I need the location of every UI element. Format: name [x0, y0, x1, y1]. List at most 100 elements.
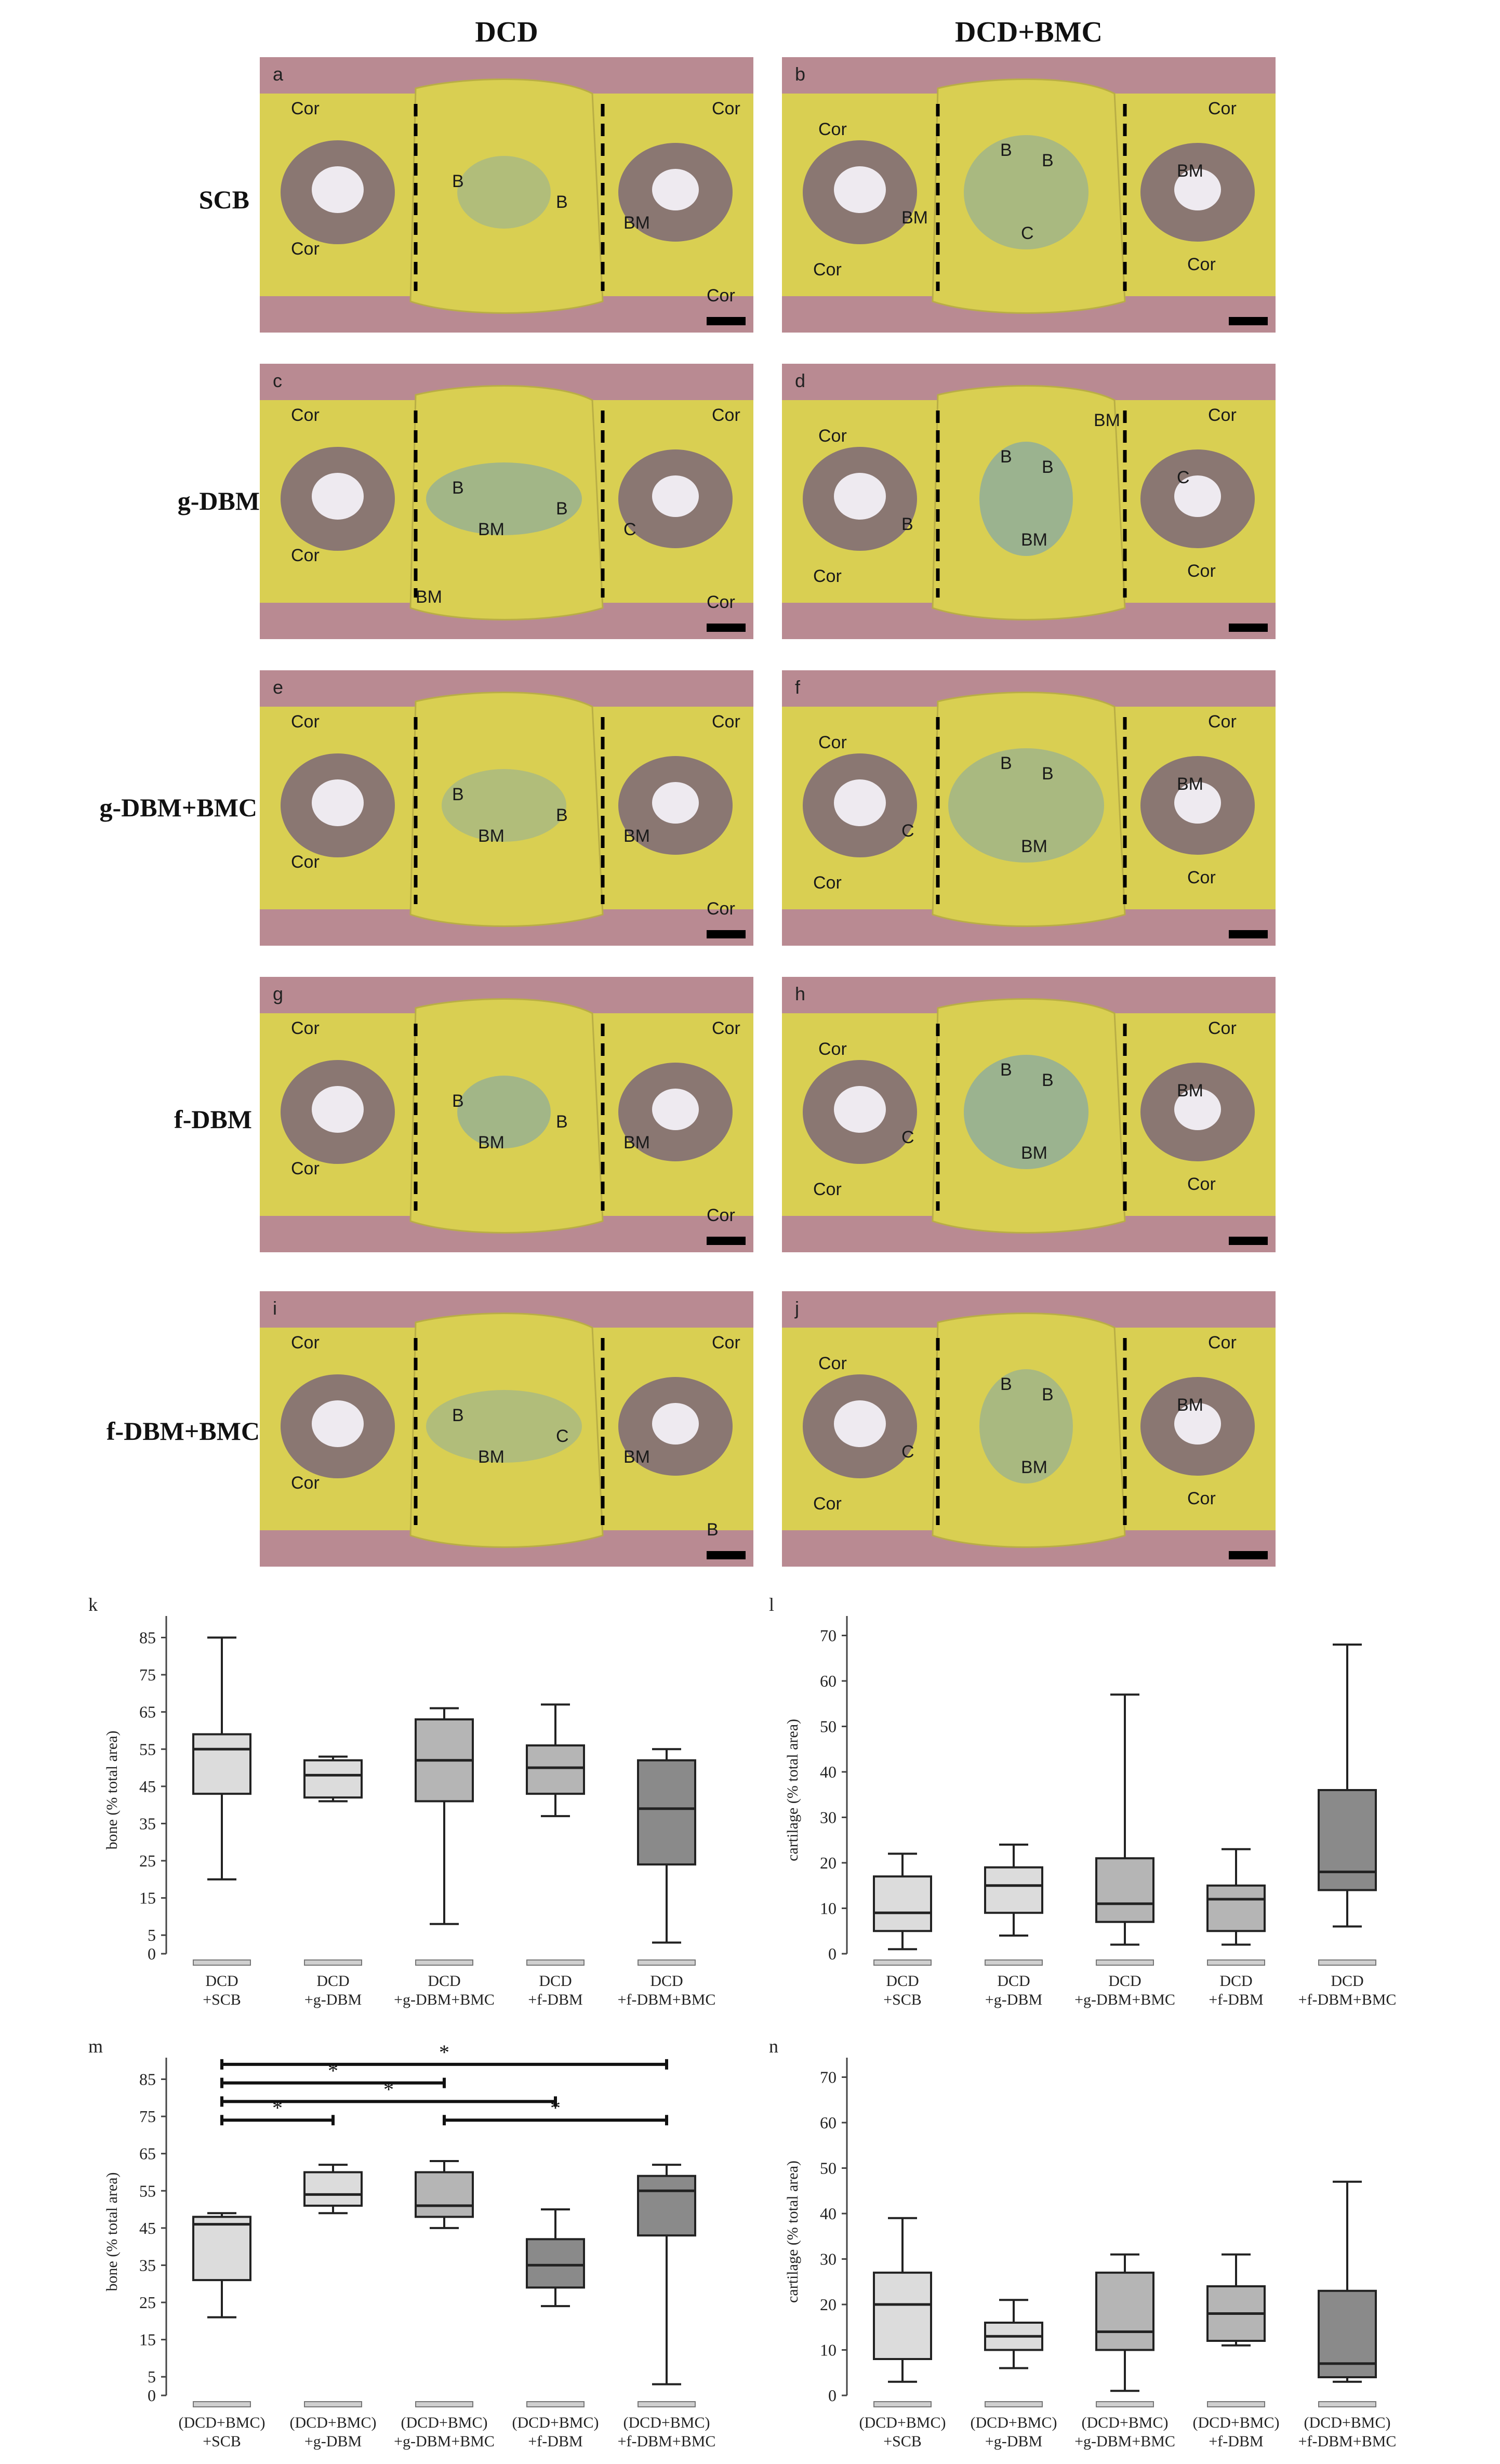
tissue-label: Cor: [707, 899, 735, 919]
chart-k-bone-dcd: k 0 5 15 25 35 45 55 65 75 85 bone (% total area) DC…: [78, 1590, 743, 2016]
tissue-label: B: [1000, 447, 1012, 467]
tissue-label: B: [452, 1091, 464, 1111]
tissue-label: B: [452, 785, 464, 804]
cartilage-area: [442, 769, 566, 842]
category-label: +g-DBM: [985, 1991, 1042, 2008]
category-label: +f-DBM: [528, 2433, 582, 2450]
histology-panel-c: c Cor Cor Cor Cor B B C BM BM: [260, 364, 753, 639]
cartilage-area: [964, 1055, 1089, 1169]
significance-marker: *: [550, 2096, 561, 2119]
tissue-label: Cor: [1187, 255, 1216, 274]
y-tick-label: 0: [148, 2386, 156, 2405]
tissue-label: Cor: [291, 1159, 320, 1178]
category-baseline-marker: [1096, 1959, 1154, 1966]
y-tick-label: 45: [139, 1777, 156, 1796]
panel-letter: a: [273, 63, 284, 85]
marrow-cavity-right: [1174, 782, 1221, 824]
tissue-label: B: [1042, 764, 1054, 784]
box-iqr: [303, 2171, 363, 2207]
tissue-label: Cor: [707, 286, 735, 306]
panel-letter: d: [795, 370, 805, 391]
marrow-cavity-left: [312, 1400, 364, 1447]
tissue-label: Cor: [1208, 1333, 1237, 1353]
tissue-label: Cor: [291, 239, 320, 259]
category-baseline-marker: [638, 1959, 696, 1966]
marrow-cavity-right: [1174, 1089, 1221, 1130]
category-label: (DCD+BMC): [512, 2414, 599, 2431]
tissue-label: Cor: [1208, 1018, 1237, 1038]
tissue-label: C: [556, 1426, 569, 1446]
panel-letter: e: [273, 677, 283, 698]
tissue-label: C: [901, 1442, 914, 1462]
tissue-label: B: [556, 1112, 568, 1132]
category-label: +f-DBM+BMC: [1298, 1991, 1397, 2008]
tissue-label: BM: [1021, 837, 1047, 856]
cartilage-area: [964, 135, 1089, 249]
significance-marker: *: [383, 2077, 394, 2101]
y-tick-label: 15: [139, 2330, 156, 2349]
y-tick-label: 85: [139, 2070, 156, 2088]
tissue-label: Cor: [813, 260, 842, 280]
tissue-label: Cor: [1208, 99, 1237, 118]
tissue-label: Cor: [1208, 405, 1237, 425]
tissue-label: Cor: [813, 1494, 842, 1514]
tissue-label: Cor: [818, 120, 847, 139]
tissue-label: BM: [901, 208, 928, 228]
cartilage-area: [979, 442, 1073, 556]
tissue-label: B: [556, 499, 568, 519]
tissue-label: BM: [1021, 1143, 1047, 1163]
category-label: DCD: [997, 1972, 1030, 1990]
category-label: +g-DBM: [985, 2433, 1042, 2450]
category-label: (DCD+BMC): [1193, 2414, 1280, 2431]
chart-letter: m: [88, 2036, 103, 2057]
tissue-label: BM: [623, 213, 650, 233]
marrow-cavity-left: [312, 473, 364, 520]
box-iqr: [1206, 1884, 1266, 1932]
box-iqr: [984, 1866, 1043, 1914]
tissue-label: BM: [416, 587, 442, 607]
histology-panel-a: a Cor Cor Cor Cor B B BM: [260, 57, 753, 333]
y-tick-label: 70: [820, 1626, 837, 1645]
y-tick-label: 45: [139, 2219, 156, 2237]
chart-letter: n: [769, 2036, 778, 2057]
y-tick-label: 60: [820, 1672, 837, 1690]
tissue-label: BM: [1094, 410, 1120, 430]
category-label: +SCB: [203, 1991, 241, 2008]
box-iqr: [637, 1759, 696, 1866]
tissue-label: B: [452, 478, 464, 498]
tissue-label: B: [1042, 151, 1054, 170]
panel-letter: g: [273, 983, 283, 1004]
cartilage-area: [457, 156, 551, 229]
category-baseline-marker: [638, 2401, 696, 2407]
marrow-cavity-right: [1174, 475, 1221, 517]
box-iqr: [1318, 1789, 1377, 1891]
tissue-label: Cor: [813, 873, 842, 893]
tissue-label: Cor: [813, 1180, 842, 1199]
category-baseline-marker: [873, 2401, 932, 2407]
panel-letter: b: [795, 63, 805, 85]
cartilage-area: [426, 1390, 582, 1463]
marrow-cavity-left: [312, 166, 364, 213]
row-header-g-dbm: g-DBM: [177, 486, 260, 515]
histology-panel-d: d Cor Cor Cor Cor B B B C BM BM: [782, 364, 1276, 639]
tissue-label: BM: [1177, 774, 1203, 794]
y-tick-label: 75: [139, 1665, 156, 1684]
marrow-cavity-right: [1174, 169, 1221, 210]
tissue-label: Cor: [1187, 868, 1216, 887]
significance-marker: *: [439, 2041, 449, 2064]
box-iqr: [1095, 1857, 1154, 1923]
category-label: DCD: [1331, 1972, 1363, 1990]
y-tick-label: 35: [139, 1814, 156, 1833]
category-label: (DCD+BMC): [290, 2414, 377, 2431]
marrow-cavity-right: [652, 475, 699, 517]
tissue-label: B: [452, 1406, 464, 1425]
tissue-label: Cor: [1208, 712, 1237, 732]
tissue-label: Cor: [707, 1205, 735, 1225]
marrow-cavity-right: [652, 169, 699, 210]
category-baseline-marker: [304, 1959, 362, 1966]
category-label: DCD: [1219, 1972, 1252, 1990]
y-tick-label: 15: [139, 1889, 156, 1907]
tissue-label: Cor: [818, 1039, 847, 1059]
marrow-cavity-right: [652, 1403, 699, 1445]
y-tick-label: 10: [820, 1899, 837, 1918]
